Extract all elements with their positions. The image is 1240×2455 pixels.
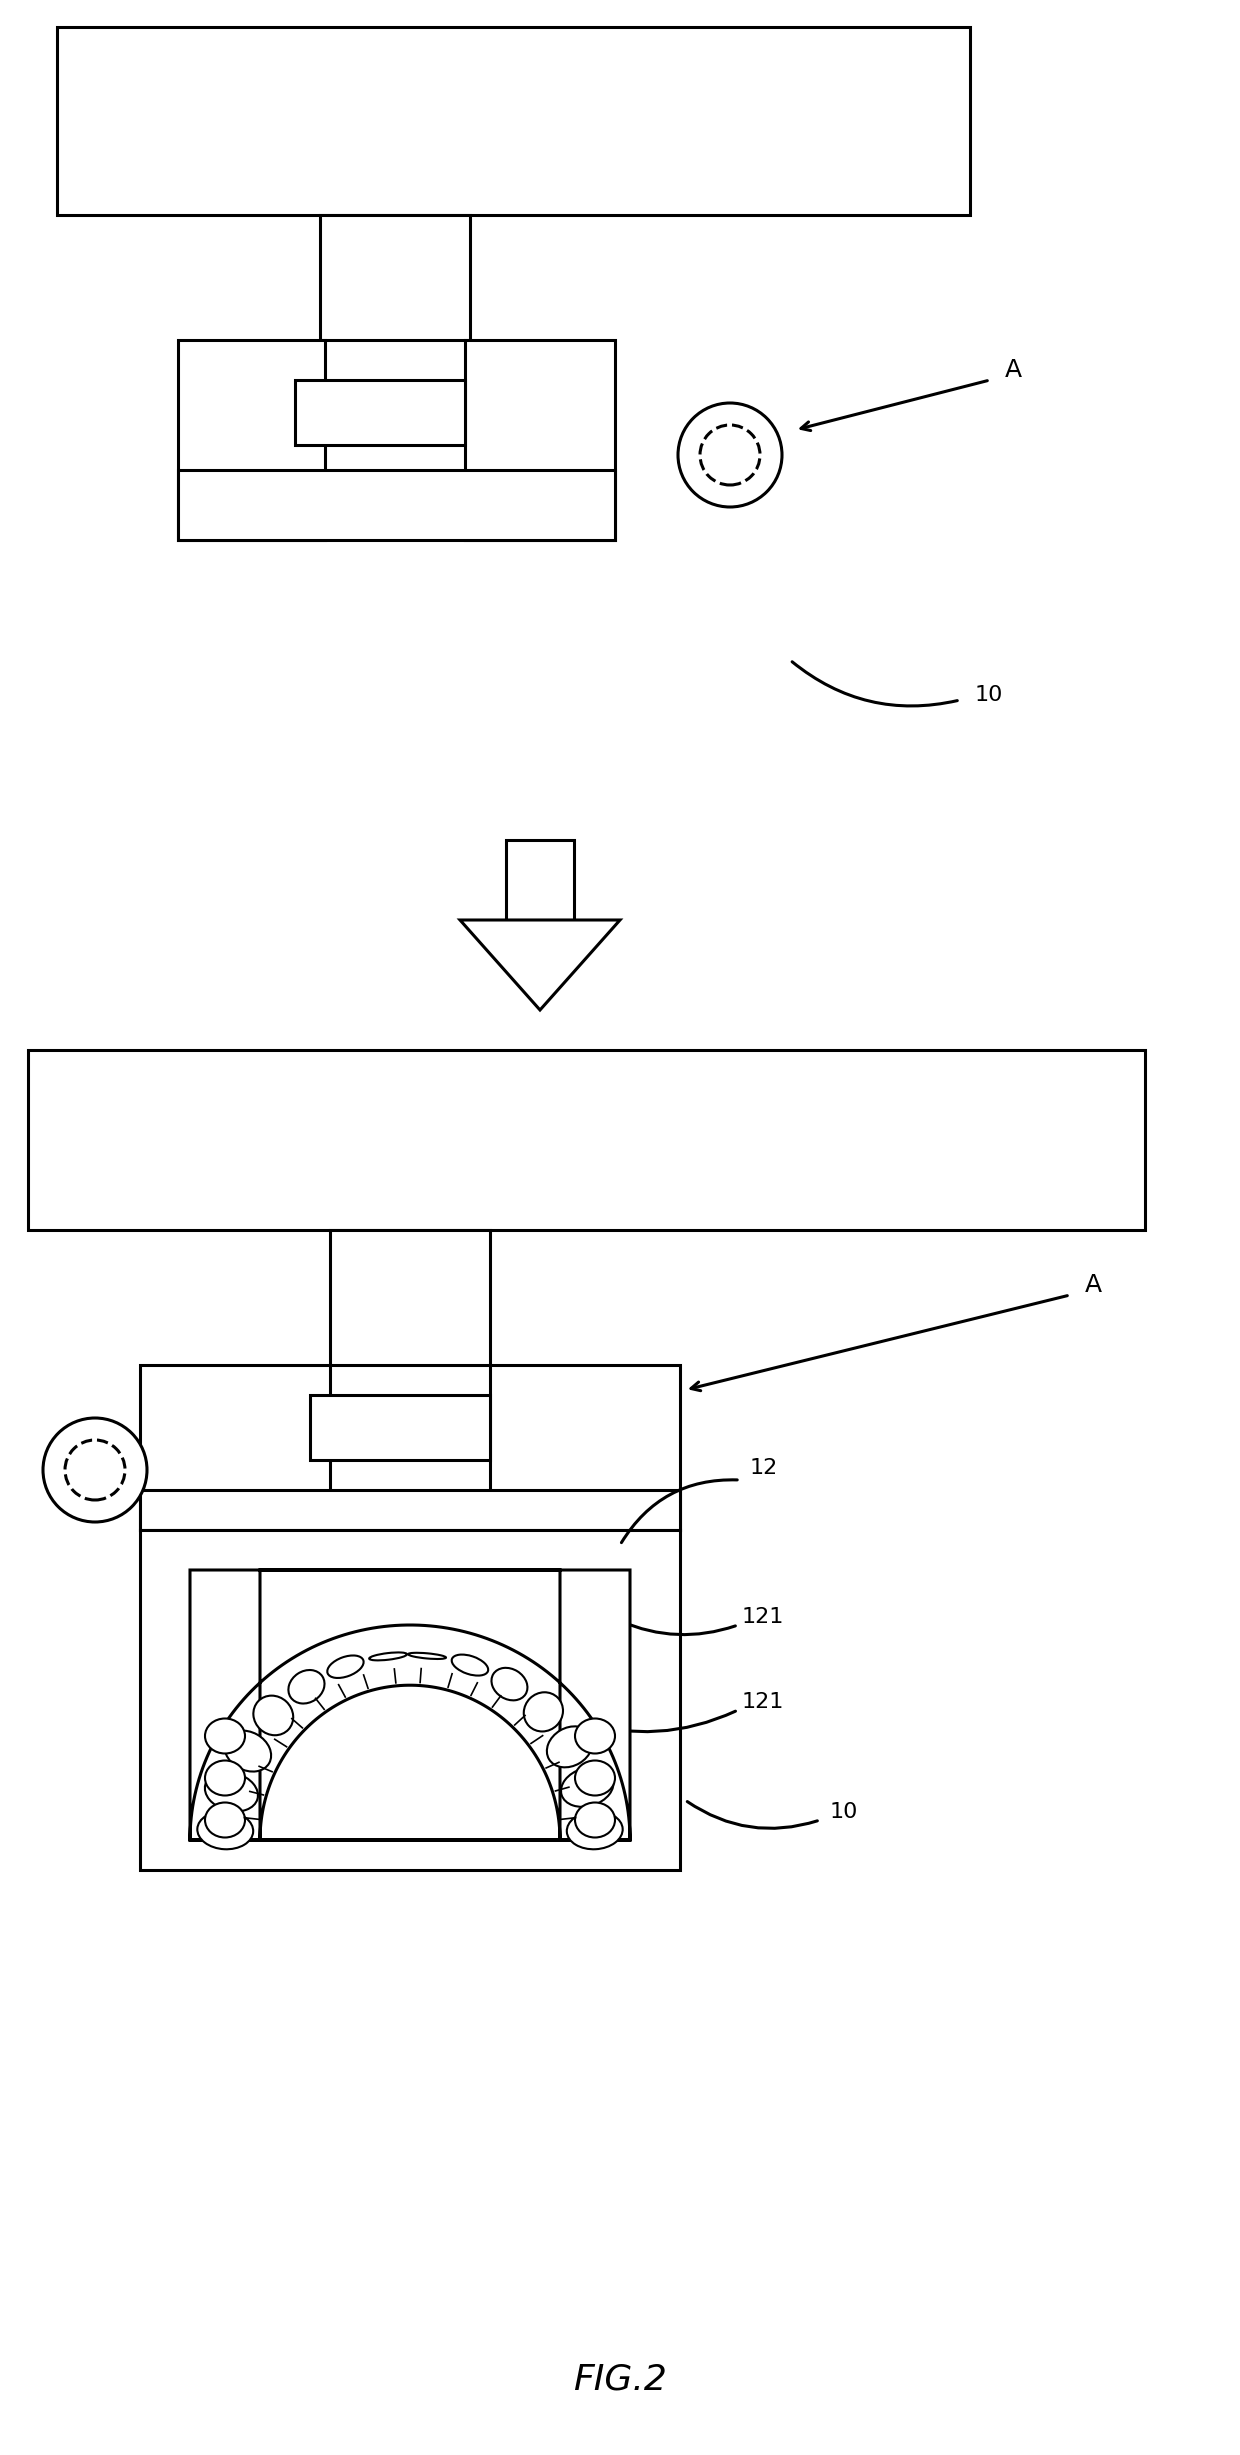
Bar: [140, 1529, 680, 1871]
Ellipse shape: [205, 1718, 246, 1753]
Bar: [330, 1230, 490, 1365]
Text: A: A: [1004, 358, 1022, 383]
Polygon shape: [460, 921, 620, 1009]
Ellipse shape: [408, 1652, 446, 1660]
Ellipse shape: [491, 1667, 527, 1701]
Text: A: A: [1085, 1274, 1102, 1296]
Ellipse shape: [205, 1802, 246, 1836]
Polygon shape: [190, 1571, 630, 1839]
Ellipse shape: [197, 1812, 253, 1849]
Bar: [57, 27, 970, 216]
Ellipse shape: [370, 1652, 407, 1660]
Text: 121: 121: [742, 1608, 785, 1628]
Ellipse shape: [205, 1773, 258, 1812]
Ellipse shape: [224, 1731, 272, 1773]
Bar: [320, 216, 470, 339]
Text: FIG.2: FIG.2: [573, 2364, 667, 2396]
Bar: [140, 1490, 680, 1529]
Text: 10: 10: [975, 685, 1003, 705]
Bar: [506, 840, 574, 921]
Circle shape: [64, 1441, 125, 1500]
Ellipse shape: [575, 1760, 615, 1795]
Bar: [295, 381, 465, 444]
Ellipse shape: [567, 1812, 622, 1849]
Bar: [29, 1051, 1145, 1230]
Bar: [179, 339, 325, 540]
Bar: [490, 1365, 680, 1529]
Circle shape: [701, 425, 760, 486]
Text: 10: 10: [830, 1802, 858, 1822]
Ellipse shape: [547, 1726, 593, 1768]
Bar: [140, 1365, 330, 1529]
Circle shape: [43, 1419, 148, 1522]
Circle shape: [678, 403, 782, 508]
Ellipse shape: [560, 1768, 614, 1807]
Text: 121: 121: [315, 1645, 357, 1664]
Text: 121: 121: [742, 1691, 785, 1711]
Ellipse shape: [289, 1669, 325, 1704]
Bar: [179, 469, 615, 540]
Ellipse shape: [205, 1760, 246, 1795]
Ellipse shape: [523, 1691, 563, 1731]
Bar: [465, 339, 615, 540]
Ellipse shape: [575, 1802, 615, 1836]
Bar: [310, 1394, 490, 1461]
Ellipse shape: [327, 1655, 363, 1677]
Ellipse shape: [575, 1718, 615, 1753]
Ellipse shape: [253, 1696, 293, 1736]
Ellipse shape: [451, 1655, 489, 1677]
Text: 12: 12: [750, 1458, 779, 1478]
